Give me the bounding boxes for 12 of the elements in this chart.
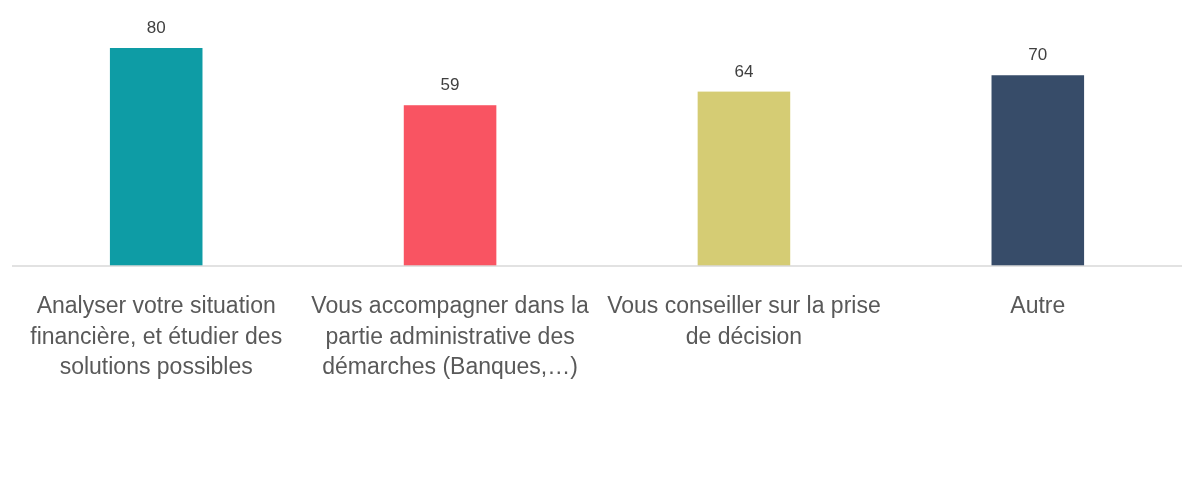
x-tick-label: Vous accompagner dans la partie administrative des démarches (Banques,…) bbox=[311, 292, 589, 379]
bar bbox=[991, 75, 1085, 266]
data-label: 70 bbox=[1028, 45, 1048, 65]
x-tick-label: Analyser votre situation financière, et étudier des solutions possibles bbox=[30, 292, 283, 379]
bar bbox=[109, 48, 203, 266]
x-tick-label: Autre bbox=[1010, 292, 1066, 318]
data-label: 64 bbox=[734, 61, 754, 81]
x-tick-label: Vous conseiller sur la prise de décision bbox=[607, 292, 881, 349]
bar bbox=[697, 91, 791, 266]
data-label: 80 bbox=[146, 18, 166, 37]
bar bbox=[403, 105, 497, 266]
data-label: 59 bbox=[440, 75, 460, 95]
